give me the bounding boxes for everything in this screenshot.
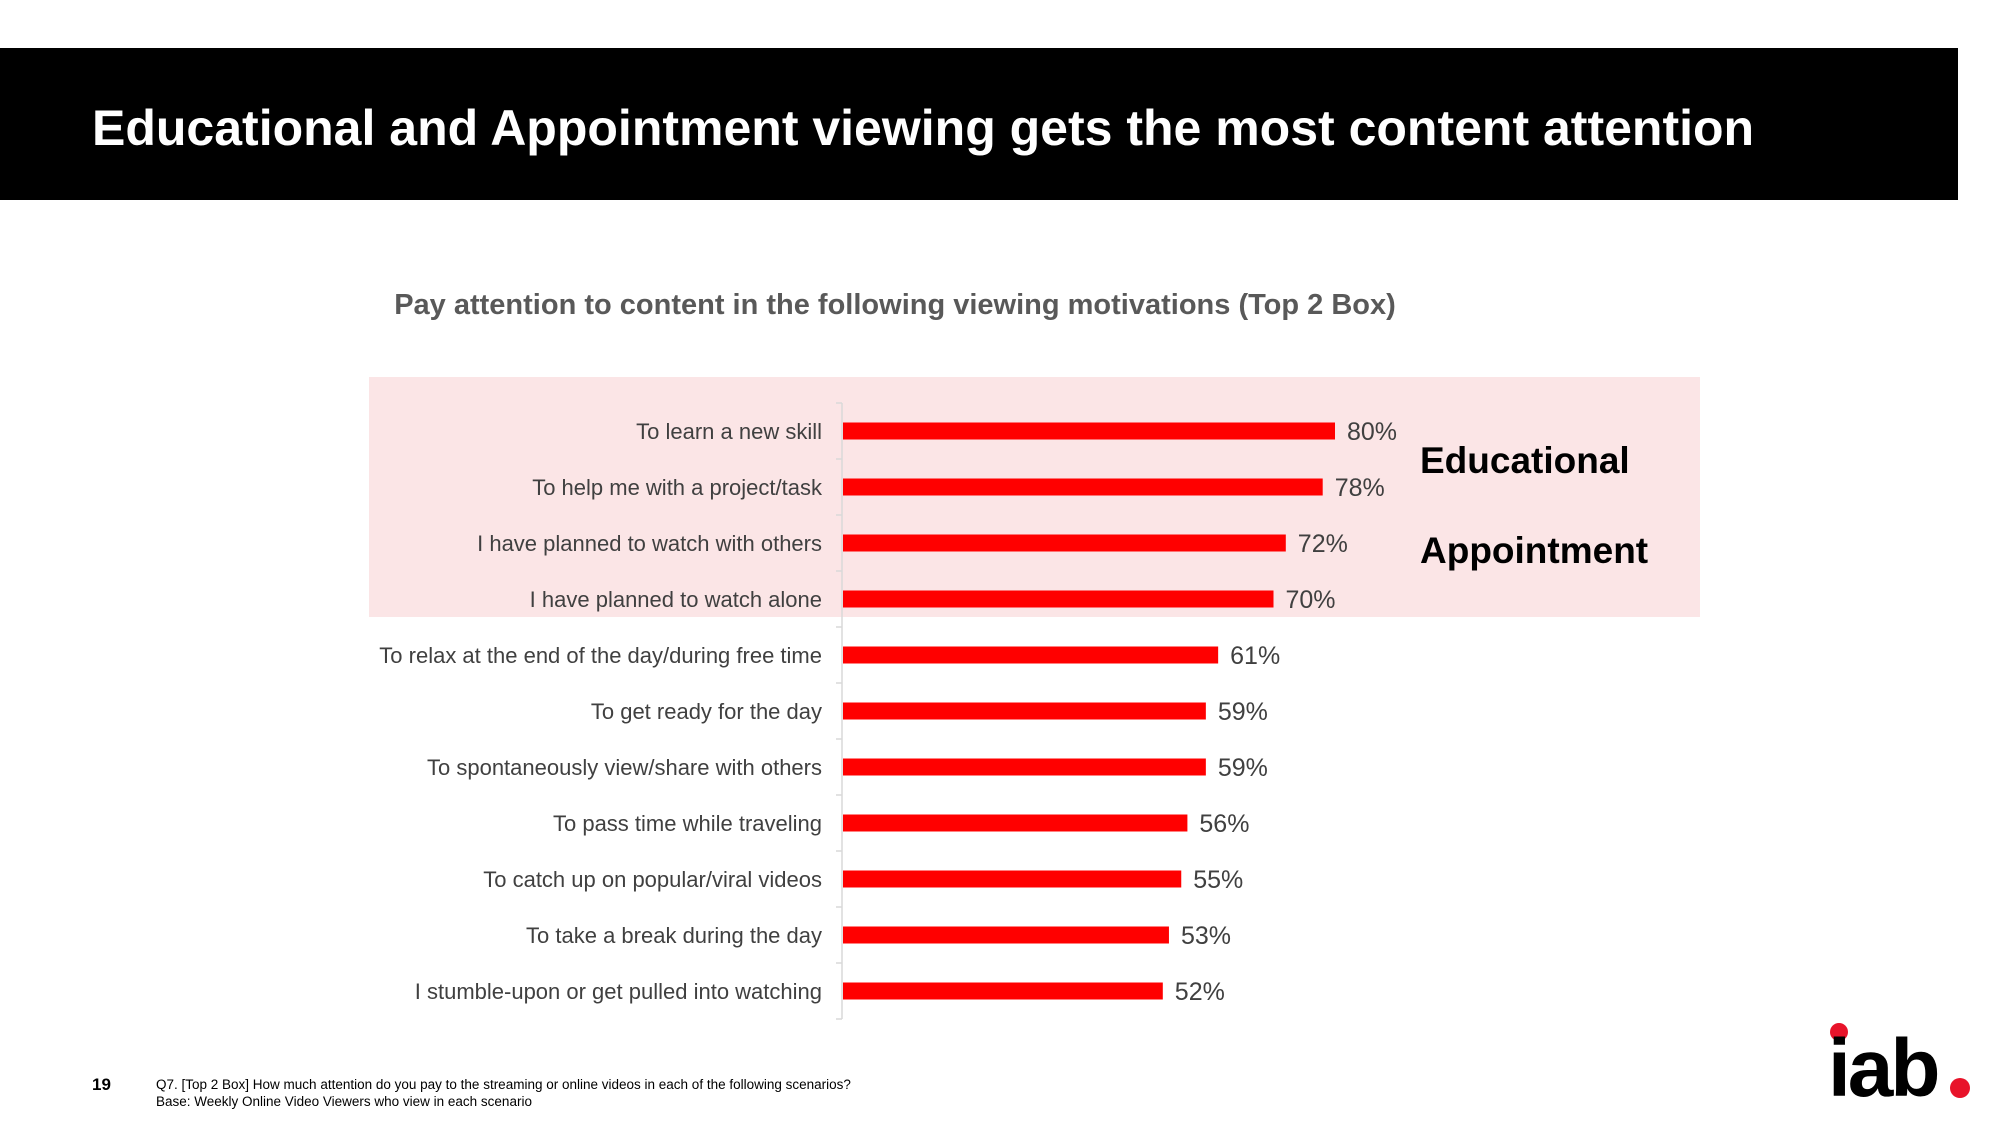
bar bbox=[843, 758, 1206, 776]
data-label: 53% bbox=[1181, 922, 1231, 950]
data-label: 70% bbox=[1286, 586, 1336, 614]
data-label: 59% bbox=[1218, 698, 1268, 726]
logo-end-dot bbox=[1950, 1078, 1970, 1098]
category-label: To pass time while traveling bbox=[553, 811, 822, 836]
category-label: I have planned to watch with others bbox=[477, 531, 822, 556]
data-label: 56% bbox=[1199, 810, 1249, 838]
bar bbox=[843, 982, 1163, 1000]
category-label: To spontaneously view/share with others bbox=[427, 755, 822, 780]
title-bar bbox=[0, 48, 1958, 200]
footnote-base: Base: Weekly Online Video Viewers who vi… bbox=[156, 1094, 532, 1109]
logo-wordmark: iab bbox=[1828, 1023, 1937, 1100]
data-label: 61% bbox=[1230, 642, 1280, 670]
category-label: To catch up on popular/viral videos bbox=[483, 867, 822, 892]
data-label: 55% bbox=[1193, 866, 1243, 894]
page-title: Educational and Appointment viewing gets… bbox=[92, 100, 1755, 156]
bar bbox=[843, 590, 1274, 608]
chart-title: Pay attention to content in the followin… bbox=[394, 289, 1396, 321]
logo-top-dot bbox=[1830, 1023, 1848, 1041]
group-label-educational: Educational bbox=[1420, 440, 1630, 481]
page-number: 19 bbox=[92, 1075, 111, 1094]
bar bbox=[843, 478, 1323, 496]
bar bbox=[843, 702, 1206, 720]
data-label: 52% bbox=[1175, 978, 1225, 1006]
bar bbox=[843, 926, 1169, 944]
bar bbox=[843, 814, 1188, 832]
category-label: To get ready for the day bbox=[591, 699, 822, 724]
data-label: 72% bbox=[1298, 530, 1348, 558]
category-label: To take a break during the day bbox=[526, 923, 822, 948]
category-label: To relax at the end of the day/during fr… bbox=[379, 643, 822, 668]
category-label: To learn a new skill bbox=[636, 419, 822, 444]
data-label: 78% bbox=[1335, 474, 1385, 502]
footnote-question: Q7. [Top 2 Box] How much attention do yo… bbox=[156, 1077, 851, 1092]
bar bbox=[843, 870, 1182, 888]
category-label: I have planned to watch alone bbox=[530, 587, 822, 612]
highlight-band bbox=[369, 377, 1700, 617]
category-label: To help me with a project/task bbox=[532, 475, 823, 500]
bar bbox=[843, 646, 1219, 664]
group-label-appointment: Appointment bbox=[1420, 530, 1649, 571]
bar bbox=[843, 422, 1335, 440]
data-label: 80% bbox=[1347, 418, 1397, 446]
bar bbox=[843, 534, 1286, 552]
data-label: 59% bbox=[1218, 754, 1268, 782]
iab-logo: iab bbox=[1828, 1023, 1970, 1100]
category-label: I stumble-upon or get pulled into watchi… bbox=[415, 979, 822, 1004]
